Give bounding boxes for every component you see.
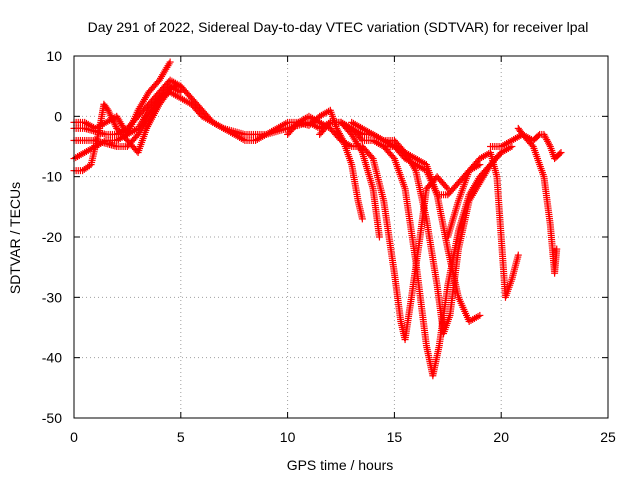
series-arc-6 [284, 112, 452, 344]
data-point [442, 183, 450, 191]
data-point [497, 149, 505, 157]
x-tick-label: 10 [280, 429, 296, 445]
x-tick-label: 20 [493, 429, 509, 445]
data-point [496, 150, 504, 158]
series-arc-8 [337, 118, 505, 338]
series-arc-13 [514, 124, 565, 163]
y-tick-label: -10 [42, 169, 62, 185]
data-point [553, 245, 561, 253]
data-points [70, 58, 565, 380]
data-point [325, 120, 333, 128]
x-tick-label: 0 [70, 429, 78, 445]
y-tick-label: -20 [42, 229, 62, 245]
data-point [358, 215, 366, 223]
y-axis-label: SDTVAR / TECUs [7, 182, 23, 294]
series-arc-11 [444, 149, 522, 301]
y-tick-label: -40 [42, 350, 62, 366]
x-axis-label: GPS time / hours [287, 457, 394, 473]
chart-title: Day 291 of 2022, Sidereal Day-to-day VTE… [88, 19, 589, 35]
plot-frame [73, 55, 609, 419]
data-point [545, 141, 553, 149]
y-tick-label: 10 [46, 48, 62, 64]
x-tick-label: 5 [177, 429, 185, 445]
x-tick-label: 25 [600, 429, 616, 445]
data-point [557, 149, 565, 157]
data-point [508, 143, 516, 150]
data-point [389, 153, 397, 161]
data-point [368, 153, 376, 161]
series-arc-10 [348, 118, 484, 199]
series-arc-4 [70, 82, 366, 223]
data-point [476, 311, 484, 319]
data-point [167, 84, 175, 92]
x-tick-label: 15 [387, 429, 403, 445]
data-point [514, 251, 522, 259]
data-point [556, 150, 564, 158]
y-tick-label: -30 [42, 289, 62, 305]
y-tick-label: 0 [54, 108, 62, 124]
series-arc-5 [70, 88, 383, 241]
data-point [534, 132, 542, 140]
axis-ticks: 0 5 10 15 20 25 10 0 -10 -20 -30 -40 -50 [42, 48, 616, 445]
y-tick-label: -50 [42, 410, 62, 426]
data-point [375, 233, 383, 241]
data-point [166, 58, 174, 66]
